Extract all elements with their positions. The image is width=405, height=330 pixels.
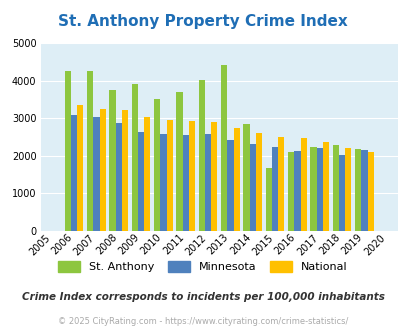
Bar xyxy=(220,65,227,231)
Bar xyxy=(243,124,249,231)
Bar xyxy=(71,115,77,231)
Bar xyxy=(160,134,166,231)
Bar xyxy=(99,109,106,231)
Text: © 2025 CityRating.com - https://www.cityrating.com/crime-statistics/: © 2025 CityRating.com - https://www.city… xyxy=(58,317,347,326)
Bar xyxy=(233,128,239,231)
Bar xyxy=(182,135,188,231)
Bar xyxy=(294,151,300,231)
Bar xyxy=(249,145,255,231)
Bar xyxy=(153,99,160,231)
Bar xyxy=(360,150,367,231)
Bar xyxy=(87,71,93,231)
Bar xyxy=(77,105,83,231)
Bar xyxy=(211,122,217,231)
Bar xyxy=(188,121,195,231)
Bar xyxy=(176,92,182,231)
Bar xyxy=(309,147,316,231)
Legend: St. Anthony, Minnesota, National: St. Anthony, Minnesota, National xyxy=(58,261,347,273)
Bar xyxy=(144,116,150,231)
Bar xyxy=(300,138,306,231)
Bar xyxy=(122,110,128,231)
Bar xyxy=(265,168,271,231)
Text: Crime Index corresponds to incidents per 100,000 inhabitants: Crime Index corresponds to incidents per… xyxy=(21,292,384,302)
Bar xyxy=(354,149,360,231)
Bar xyxy=(138,132,144,231)
Bar xyxy=(344,148,351,231)
Bar xyxy=(166,120,173,231)
Bar xyxy=(93,117,99,231)
Bar xyxy=(367,151,373,231)
Bar xyxy=(316,148,322,231)
Bar xyxy=(322,142,328,231)
Bar xyxy=(255,133,262,231)
Bar xyxy=(227,140,233,231)
Bar xyxy=(115,123,122,231)
Bar xyxy=(198,80,205,231)
Bar xyxy=(287,151,294,231)
Bar xyxy=(277,137,284,231)
Bar xyxy=(205,134,211,231)
Bar xyxy=(109,90,115,231)
Bar xyxy=(332,145,338,231)
Bar xyxy=(64,71,71,231)
Bar xyxy=(338,155,344,231)
Bar xyxy=(271,148,277,231)
Bar xyxy=(131,83,138,231)
Text: St. Anthony Property Crime Index: St. Anthony Property Crime Index xyxy=(58,14,347,29)
